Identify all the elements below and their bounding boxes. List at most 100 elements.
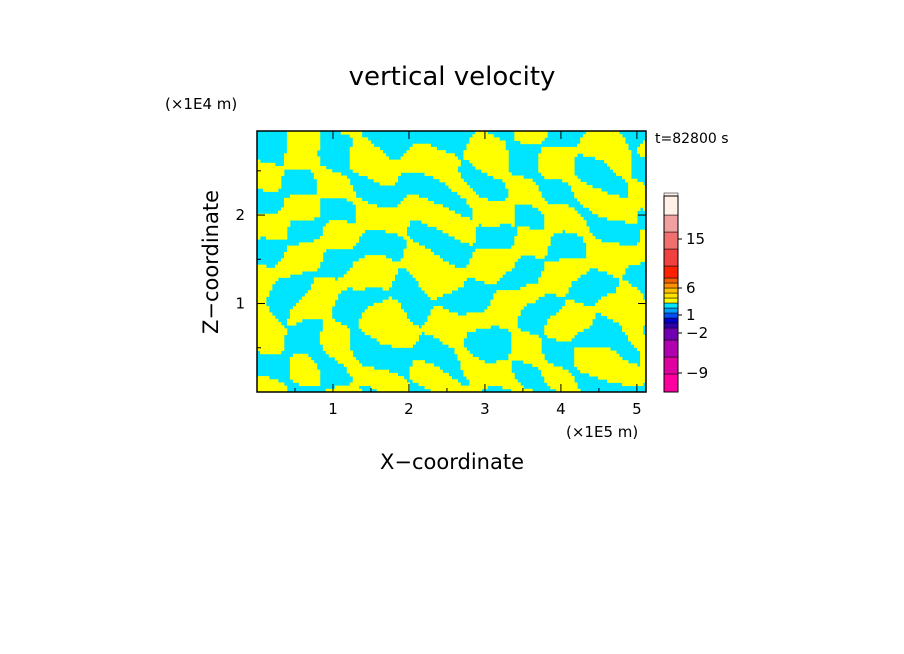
- heatmap-cell-run: [412, 143, 416, 173]
- colorbar-label: 6: [686, 279, 696, 297]
- heatmap-cell-run: [319, 331, 324, 345]
- heatmap-cell-run: [385, 299, 390, 345]
- heatmap-cell-run: [295, 245, 300, 275]
- heatmap-cell-run: [325, 169, 330, 199]
- heatmap-cell-run: [529, 178, 533, 205]
- heatmap-cell-run: [466, 143, 470, 161]
- heatmap-cell-run: [526, 226, 530, 256]
- heatmap-cell-run: [337, 172, 342, 199]
- heatmap-cell-run: [475, 356, 479, 392]
- heatmap-cell-run: [502, 140, 506, 183]
- heatmap-cell-run: [346, 271, 351, 288]
- heatmap-cell-run: [457, 213, 461, 240]
- heatmap-cell-run: [406, 318, 411, 348]
- heatmap-cell-run: [274, 166, 279, 192]
- colorbar-swatch: [663, 282, 679, 289]
- heatmap-cell-run: [376, 302, 381, 342]
- heatmap-cell-run: [331, 172, 336, 199]
- heatmap-cell-run: [361, 366, 366, 387]
- heatmap-cell-run: [595, 302, 599, 313]
- heatmap-cell-run: [544, 360, 548, 383]
- heatmap-cell-run: [295, 131, 300, 170]
- heatmap-cell-run: [469, 353, 473, 392]
- heatmap-cell-run: [526, 178, 530, 205]
- heatmap-cell-run: [550, 315, 554, 339]
- heatmap-cell-run: [358, 388, 363, 392]
- heatmap-cell-run: [403, 248, 408, 269]
- heatmap-cell-run: [643, 229, 646, 262]
- heatmap-cell-run: [565, 146, 569, 183]
- heatmap-cell-run: [526, 388, 530, 392]
- heatmap-cell-run: [628, 150, 632, 224]
- heatmap-cell-run: [325, 277, 330, 355]
- heatmap-cell-run: [367, 255, 372, 288]
- heatmap-cell-run: [313, 363, 318, 387]
- heatmap-cell-run: [592, 131, 596, 157]
- heatmap-cell-run: [268, 267, 273, 291]
- heatmap-cell-run: [460, 178, 464, 199]
- heatmap-cell-run: [454, 156, 458, 192]
- heatmap-cell-run: [325, 388, 330, 392]
- heatmap-cell-run: [370, 306, 375, 339]
- heatmap-cell-run: [418, 328, 422, 336]
- heatmap-cell-run: [598, 131, 602, 161]
- heatmap-cell-run: [454, 312, 458, 355]
- heatmap-cell-run: [433, 204, 437, 227]
- heatmap-cell-run: [361, 258, 366, 291]
- heatmap-cell-run: [589, 306, 593, 326]
- colorbar-label: 15: [686, 230, 705, 248]
- heatmap-cell-run: [334, 385, 339, 392]
- heatmap-cell-run: [520, 175, 524, 205]
- heatmap-cell-run: [379, 369, 384, 392]
- heatmap-cell-run: [550, 146, 554, 180]
- heatmap-cell-run: [415, 242, 419, 281]
- heatmap-cell-run: [586, 185, 590, 208]
- heatmap-cell-run: [394, 159, 399, 183]
- heatmap-cell-run: [622, 137, 626, 180]
- heatmap-cell-run: [349, 146, 354, 170]
- colorbar-labels: 15 6 1−2 −9: [678, 230, 708, 382]
- heatmap-cell-run: [487, 201, 491, 227]
- heatmap-cell-run: [631, 363, 635, 387]
- heatmap-cell-run: [487, 363, 491, 387]
- heatmap-cell-run: [358, 318, 363, 329]
- heatmap-cell-run: [460, 216, 464, 243]
- colorbar-swatch: [663, 214, 679, 233]
- heatmap-cell-run: [409, 321, 413, 348]
- heatmap-cell-run: [298, 131, 303, 170]
- heatmap-cell-run: [637, 366, 641, 387]
- heatmap-cell-run: [418, 245, 422, 288]
- heatmap-cell-run: [379, 255, 384, 288]
- heatmap-cell-run: [361, 312, 366, 332]
- heatmap-cell-run: [583, 220, 587, 243]
- heatmap-cell-run: [268, 213, 273, 240]
- heatmap-cell-run: [439, 258, 443, 297]
- heatmap-field: [257, 131, 646, 392]
- heatmap-cell-run: [469, 188, 473, 208]
- heatmap-cell-run: [283, 251, 288, 278]
- heatmap-cell-run: [295, 353, 300, 383]
- heatmap-cell-run: [355, 197, 360, 243]
- heatmap-cell-run: [274, 379, 279, 392]
- colorbar-swatch: [663, 248, 679, 267]
- heatmap-cell-run: [448, 264, 452, 294]
- heatmap-cell-run: [475, 131, 479, 170]
- heatmap-cell-run: [625, 245, 629, 269]
- heatmap-cell-run: [439, 204, 443, 231]
- heatmap-cell-run: [598, 347, 602, 380]
- heatmap-cell-run: [535, 229, 539, 259]
- heatmap-cell-run: [514, 131, 518, 141]
- heatmap-cell-run: [397, 302, 402, 348]
- heatmap-cell-run: [583, 258, 587, 275]
- heatmap-cell-run: [616, 286, 620, 323]
- heatmap-cell-run: [280, 258, 285, 278]
- heatmap-cell-run: [427, 143, 431, 176]
- heatmap-cell-run: [289, 309, 294, 326]
- heatmap-cell-run: [421, 143, 425, 173]
- heatmap-cell-run: [610, 194, 614, 221]
- heatmap-cell-run: [604, 296, 608, 317]
- heatmap-cell-run: [535, 283, 539, 301]
- heatmap-cell-run: [571, 376, 575, 392]
- heatmap-cell-run: [352, 131, 357, 173]
- chart-title: vertical velocity: [349, 62, 556, 92]
